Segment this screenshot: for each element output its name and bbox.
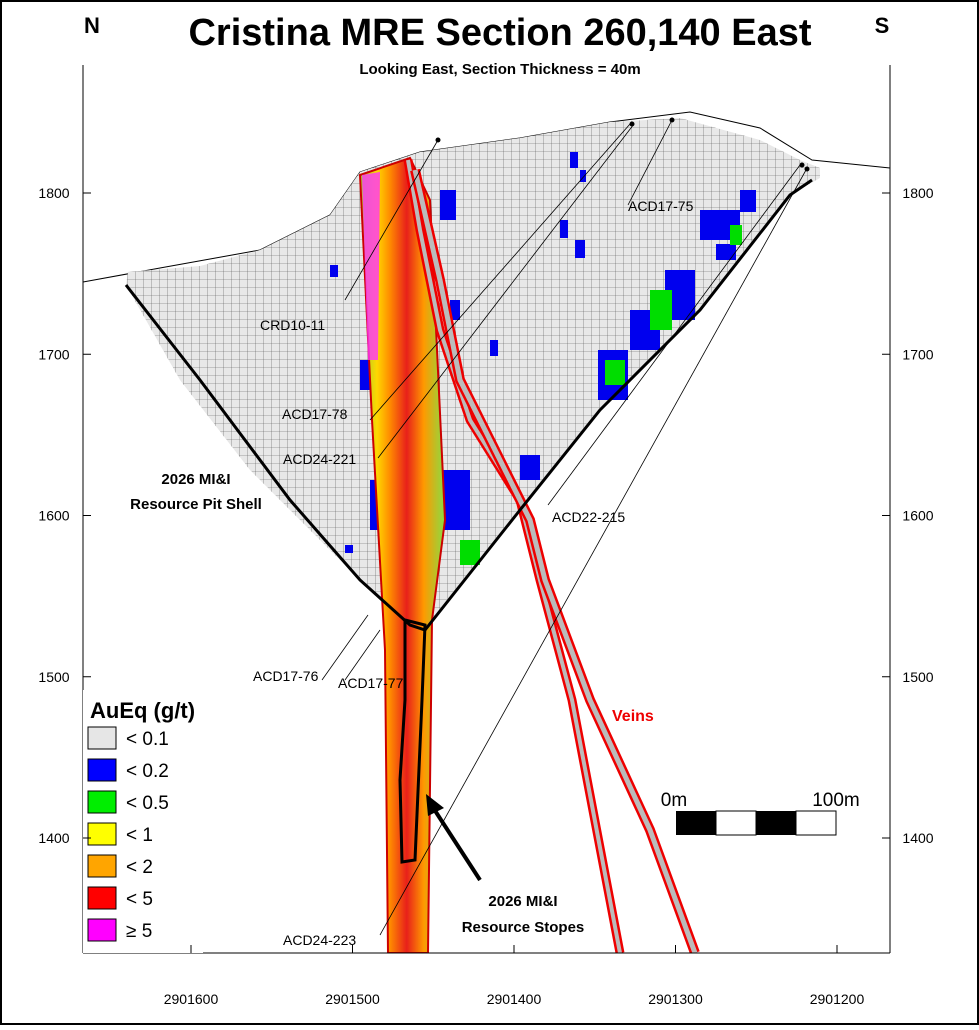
drill-label: ACD17-76 bbox=[253, 668, 319, 684]
drill-label: ACD24-221 bbox=[283, 451, 356, 467]
legend-swatch bbox=[87, 854, 117, 878]
y-tick-label: 1600 bbox=[38, 508, 69, 524]
y-tick-label: 1500 bbox=[38, 669, 69, 685]
direction-south: S bbox=[875, 13, 890, 38]
pit-shell-label: Resource Pit Shell bbox=[130, 496, 262, 513]
legend-label: < 5 bbox=[126, 889, 153, 910]
drill-label: ACD17-78 bbox=[282, 406, 348, 422]
scale-start: 0m bbox=[661, 790, 687, 811]
legend-swatch bbox=[87, 758, 117, 782]
y-tick-label: 1400 bbox=[38, 830, 69, 846]
pit-shell-label: 2026 MI&I bbox=[161, 471, 230, 488]
legend-swatch bbox=[87, 726, 117, 750]
ticks: 1400 1400 1500 1500 1600 1600 1700 1700 1800 1800… bbox=[38, 185, 933, 1007]
x-tick-label: 2901600 bbox=[164, 991, 219, 1007]
block-model bbox=[126, 118, 820, 630]
legend-label: ≥ 5 bbox=[126, 921, 152, 942]
title: Cristina MRE Section 260,140 East bbox=[188, 12, 811, 54]
legend-label: < 0.2 bbox=[126, 761, 169, 782]
subtitle: Looking East, Section Thickness = 40m bbox=[359, 61, 640, 78]
direction-north: N bbox=[84, 13, 100, 38]
y-tick-label: 1500 bbox=[902, 669, 933, 685]
legend-swatch bbox=[87, 886, 117, 910]
x-tick-label: 2901500 bbox=[325, 991, 380, 1007]
legend-label: < 2 bbox=[126, 857, 153, 878]
legend-swatch bbox=[87, 790, 117, 814]
x-tick-label: 2901400 bbox=[487, 991, 542, 1007]
drill-label: ACD24-223 bbox=[283, 932, 356, 948]
scale-end: 100m bbox=[812, 790, 860, 811]
y-tick-label: 1700 bbox=[38, 346, 69, 362]
stopes-label: Resource Stopes bbox=[462, 919, 585, 936]
drill-labels: CRD10-11 ACD17-78 ACD24-221 ACD17-75 ACD… bbox=[253, 198, 694, 948]
y-tick-label: 1600 bbox=[902, 508, 933, 524]
legend-label: < 0.1 bbox=[126, 729, 169, 750]
x-tick-label: 2901300 bbox=[648, 991, 703, 1007]
section bbox=[83, 111, 890, 953]
stope bbox=[398, 618, 427, 864]
high-grade-zone bbox=[362, 172, 380, 360]
y-tick-label: 1400 bbox=[902, 830, 933, 846]
veins-label: Veins bbox=[612, 708, 654, 725]
stopes-arrow bbox=[430, 804, 482, 882]
scale-bar: 0m 100m bbox=[661, 790, 860, 836]
drill-label: ACD17-75 bbox=[628, 198, 694, 214]
collars bbox=[435, 117, 810, 172]
y-tick-label: 1800 bbox=[38, 185, 69, 201]
stopes-label: 2026 MI&I bbox=[488, 893, 557, 910]
y-tick-label: 1800 bbox=[902, 185, 933, 201]
x-tick-label: 2901200 bbox=[810, 991, 865, 1007]
drill-label: CRD10-11 bbox=[260, 317, 325, 333]
legend-swatch bbox=[87, 822, 117, 846]
legend-label: < 1 bbox=[126, 825, 153, 846]
veins bbox=[403, 159, 700, 953]
drill-label: ACD22-215 bbox=[552, 509, 625, 525]
drill-label: ACD17-77 bbox=[338, 675, 404, 691]
legend-swatch bbox=[87, 918, 117, 942]
legend-label: < 0.5 bbox=[126, 793, 169, 814]
y-tick-label: 1700 bbox=[902, 346, 933, 362]
arrow-head bbox=[426, 794, 444, 816]
legend: AuEq (g/t) < 0.1 < 0.2 < 0.5 < 1 < 2 < 5 ≥ 5 bbox=[83, 690, 203, 953]
legend-title: AuEq (g/t) bbox=[90, 698, 195, 723]
